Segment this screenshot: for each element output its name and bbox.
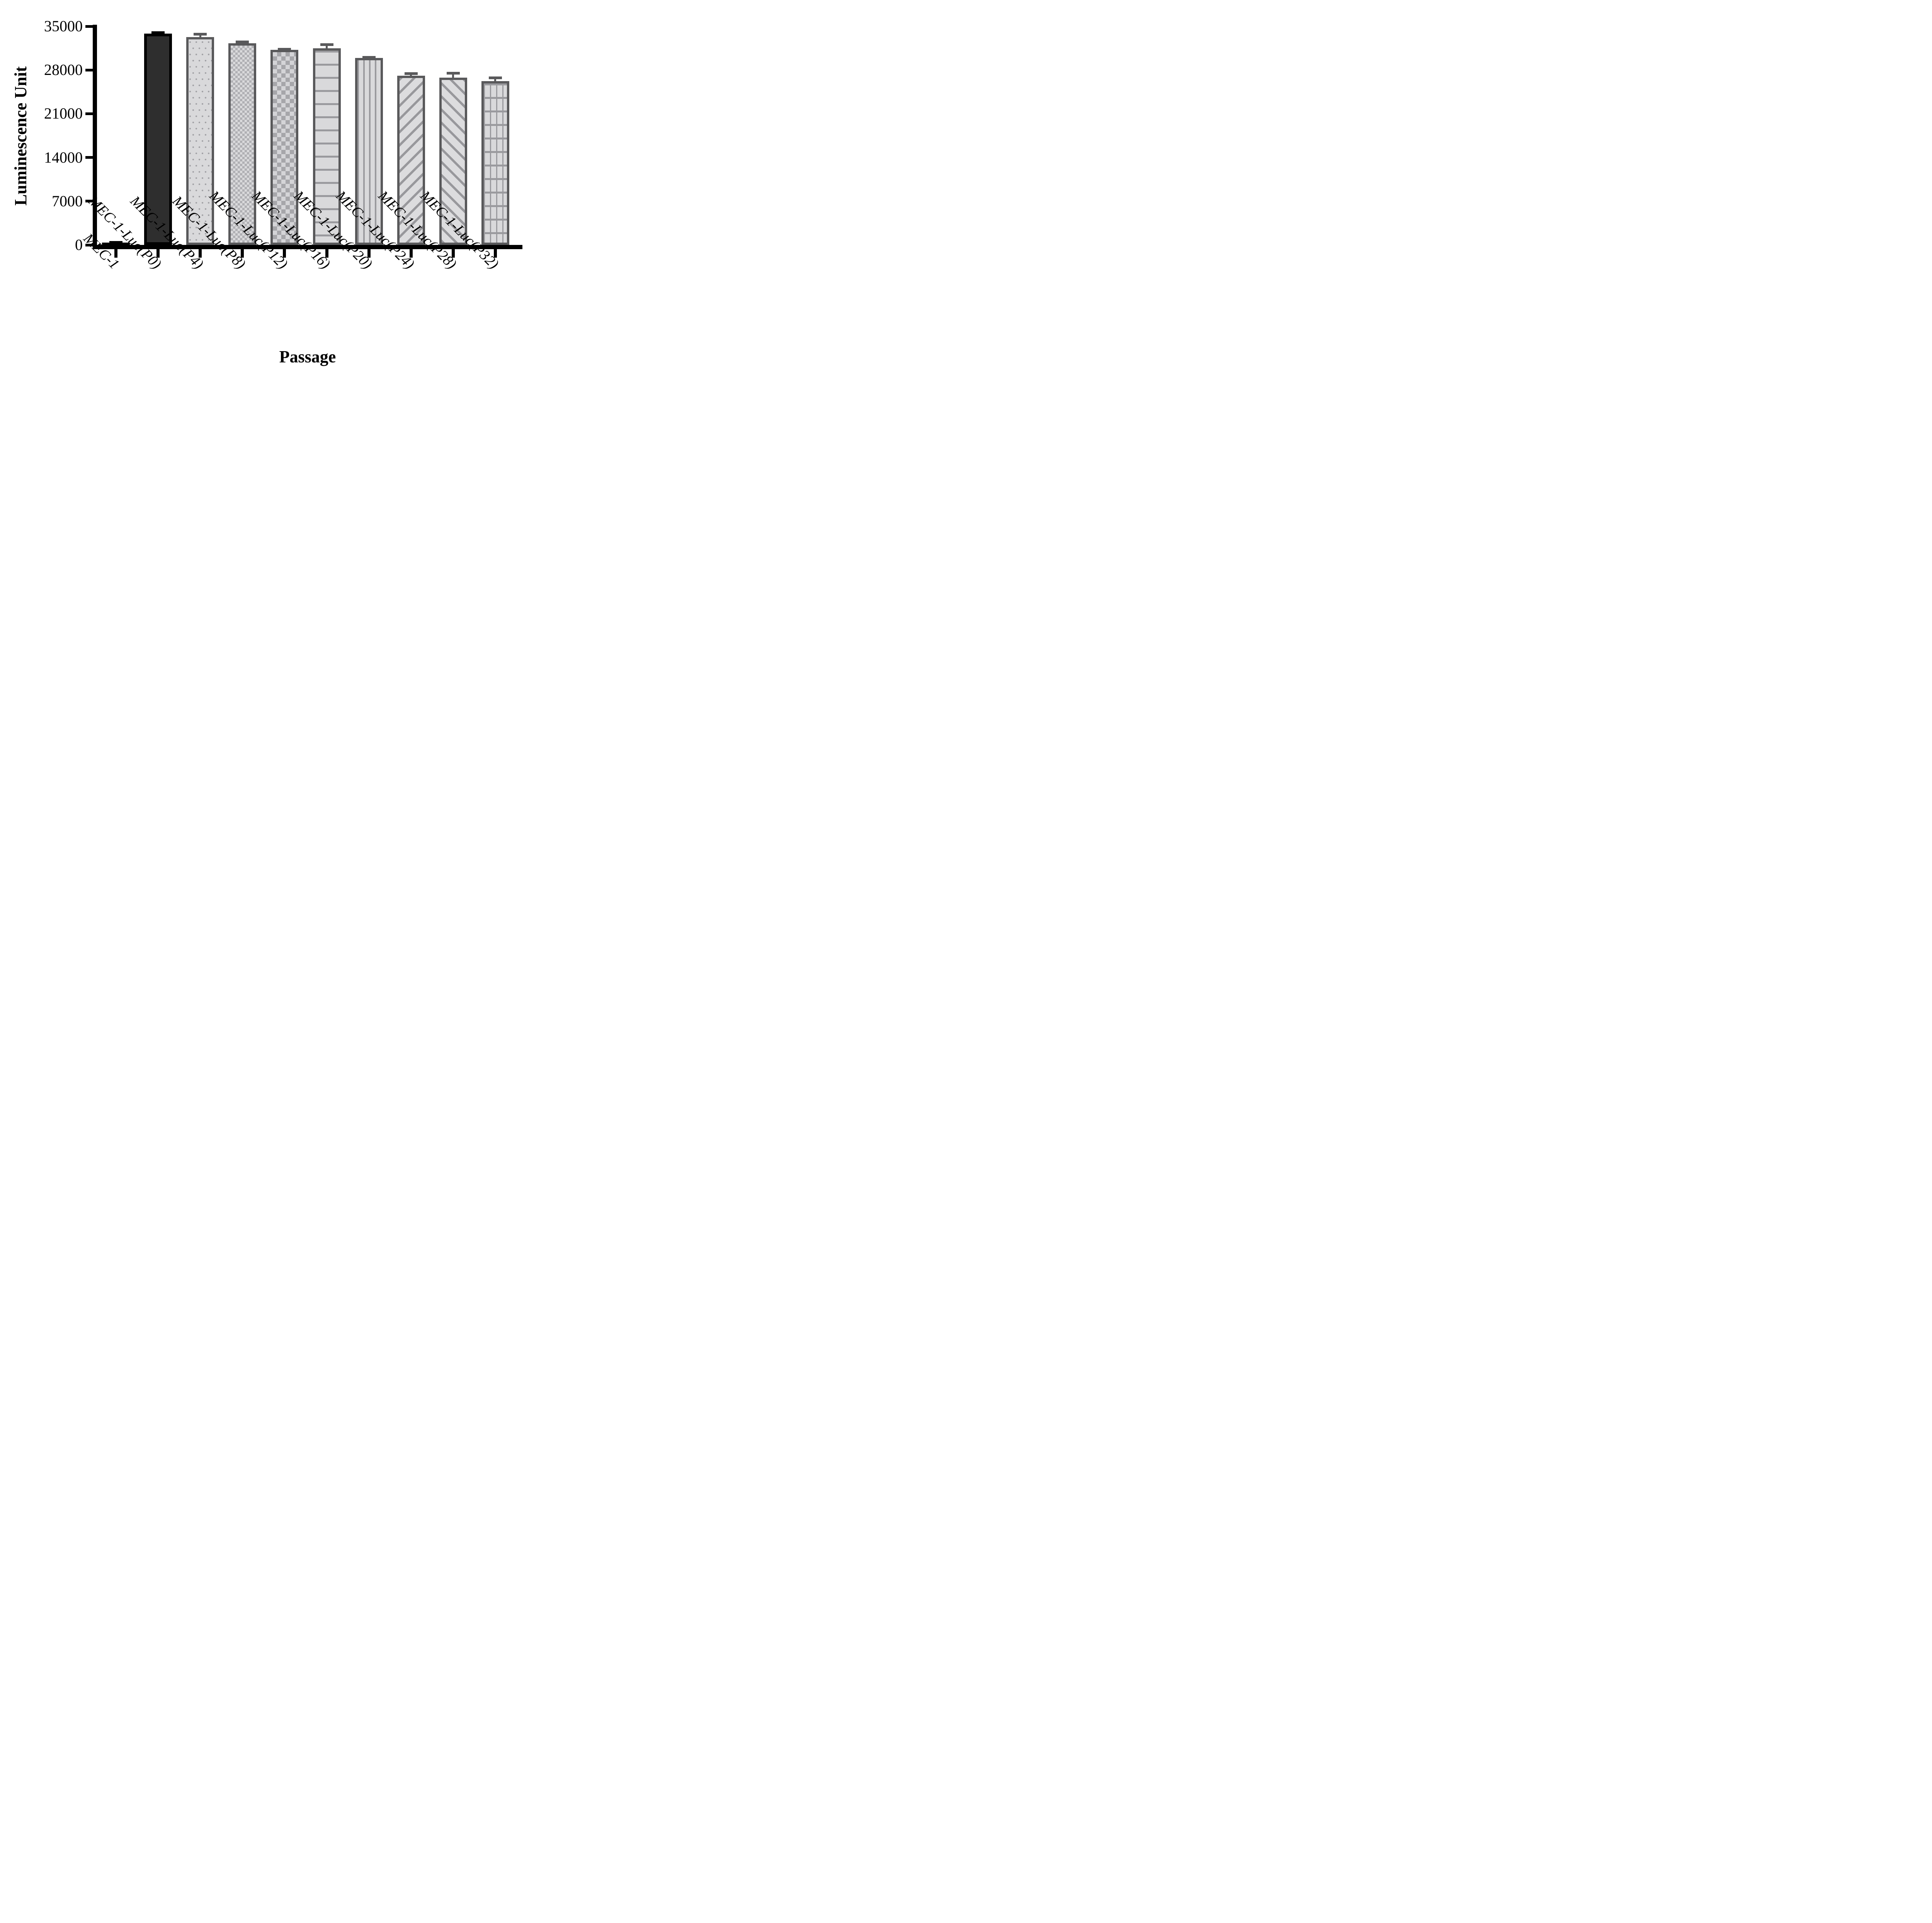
error-bar-whisker (452, 73, 454, 82)
x-axis-tick (409, 249, 413, 258)
error-bar-cap (194, 32, 207, 36)
y-tick-label: 28000 (44, 61, 83, 79)
error-bar-cap (362, 56, 376, 59)
bar-chart-figure: Luminescence Unit Passage 0 7000 14000 2100… (0, 0, 551, 385)
x-axis-tick (325, 249, 328, 258)
bar-mec-1-luc-p24- (397, 75, 425, 245)
bar-mec-1-luc-p12- (270, 50, 299, 245)
error-bar-cap (488, 76, 502, 80)
error-bar-cap (446, 72, 460, 75)
x-axis-tick (493, 249, 497, 258)
y-axis-tick (85, 112, 93, 115)
error-bar-cap (278, 48, 291, 51)
error-bar-cap (320, 43, 333, 46)
x-axis-line (93, 245, 522, 249)
y-axis-tick (85, 243, 93, 246)
error-bar-cap (151, 31, 165, 34)
x-axis-tick (283, 249, 286, 258)
y-tick-label: 0 (75, 236, 83, 253)
x-axis-title: Passage (279, 347, 336, 366)
x-axis-tick (114, 249, 117, 258)
error-bar-cap (236, 41, 249, 44)
y-axis-line (93, 25, 97, 249)
bar-mec-1-luc-p20- (355, 58, 383, 245)
bar-mec-1-luc-p28- (439, 78, 467, 245)
bar-mec-1-luc-p8- (228, 43, 257, 245)
y-tick-label: 21000 (44, 105, 83, 122)
y-tick-label: 7000 (52, 192, 83, 210)
bar-mec-1-luc-p0- (144, 33, 172, 245)
y-axis-tick (85, 68, 93, 71)
y-axis-tick (85, 25, 93, 28)
x-axis-tick (241, 249, 244, 258)
x-axis-tick (199, 249, 202, 258)
y-tick-label: 35000 (44, 17, 83, 35)
y-axis-tick (85, 156, 93, 159)
error-bar-cap (404, 72, 418, 75)
x-axis-tick (367, 249, 371, 258)
y-axis-title: Luminescence Unit (11, 66, 30, 206)
bar-mec-1-luc-p16- (313, 48, 341, 245)
bar-mec-1-luc-p32- (481, 81, 509, 245)
bar-mec-1 (102, 242, 130, 245)
bar-mec-1-luc-p4- (186, 37, 214, 245)
y-tick-label: 14000 (44, 148, 83, 166)
x-axis-tick (451, 249, 455, 258)
y-axis-tick (85, 200, 93, 203)
x-axis-tick (156, 249, 160, 258)
